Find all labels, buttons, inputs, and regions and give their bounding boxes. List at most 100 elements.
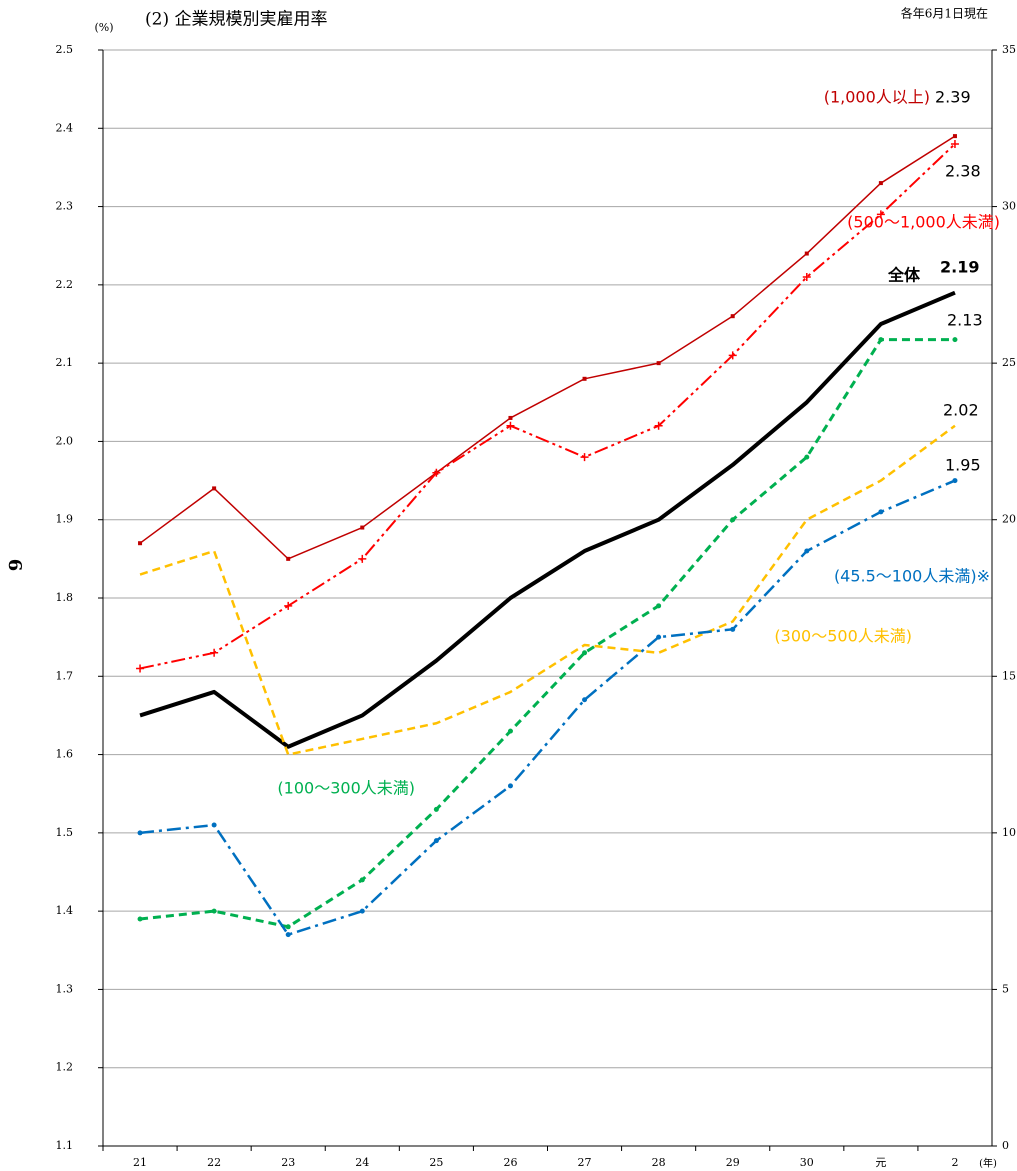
- marker: [284, 601, 293, 610]
- y-tick-label: 2.4: [56, 121, 74, 134]
- marker: [878, 181, 883, 186]
- series-line: [139, 143, 956, 670]
- y-tick-label: 2.3: [56, 200, 74, 213]
- y2-tick-label: 30: [1002, 200, 1016, 213]
- marker: [582, 376, 587, 381]
- series-line: [139, 290, 956, 749]
- y-tick-label: 1.5: [56, 826, 74, 839]
- y-tick-label: 1.4: [56, 904, 74, 917]
- marker: [359, 877, 365, 883]
- y2-tick-label: 25: [1002, 356, 1016, 369]
- y-tick-label: 1.6: [56, 748, 74, 761]
- marker: [730, 314, 735, 319]
- marker: [878, 337, 884, 343]
- marker: [582, 650, 588, 656]
- marker: [952, 478, 958, 484]
- page-number: 6: [4, 559, 25, 572]
- marker: [359, 908, 365, 914]
- marker: [211, 822, 217, 828]
- x-tick-label: 23: [281, 1156, 295, 1169]
- series-label: (45.5～100人未満)※: [834, 567, 990, 586]
- x-tick-label: 30: [800, 1156, 814, 1169]
- marker: [952, 134, 957, 139]
- marker: [804, 548, 810, 554]
- y-tick-label: 1.8: [56, 591, 74, 604]
- marker: [433, 838, 439, 844]
- marker: [507, 783, 513, 789]
- y-tick-label: 1.9: [56, 513, 74, 526]
- marker: [285, 924, 291, 930]
- y2-tick-label: 0: [1002, 1139, 1009, 1152]
- y-tick-label: 2.5: [56, 43, 74, 56]
- marker: [211, 908, 217, 914]
- y-tick-label: 1.2: [56, 1061, 74, 1074]
- marker: [432, 468, 441, 477]
- y-tick-label: 2.1: [56, 356, 74, 369]
- marker: [656, 603, 662, 609]
- value-label: 2.19: [940, 258, 979, 277]
- marker: [285, 932, 291, 938]
- series-line: [139, 338, 955, 929]
- y-tick-label: 1.3: [56, 982, 74, 995]
- y-tick-label: 1.7: [56, 669, 74, 682]
- series-line: [139, 135, 956, 560]
- marker: [656, 361, 661, 366]
- marker: [360, 525, 365, 530]
- y2-tick-label: 35: [1002, 43, 1016, 56]
- marker: [506, 421, 515, 430]
- x-tick-label: 28: [652, 1156, 666, 1169]
- series-line: [139, 424, 956, 756]
- x-tick-label: 2: [951, 1156, 958, 1169]
- x-tick-label: 25: [429, 1156, 443, 1169]
- marker: [656, 634, 662, 640]
- y-axis-unit: (%): [94, 21, 113, 34]
- x-tick-label: 21: [133, 1156, 147, 1169]
- marker: [728, 351, 737, 360]
- y2-tick-label: 10: [1002, 826, 1016, 839]
- marker: [137, 830, 143, 836]
- x-tick-label: 24: [355, 1156, 369, 1169]
- y-tick-label: 2.0: [56, 434, 74, 447]
- marker: [654, 421, 663, 430]
- marker: [508, 415, 513, 420]
- series-label: (500～1,000人未満): [847, 213, 1000, 232]
- x-tick-label: 26: [503, 1156, 517, 1169]
- marker: [804, 251, 809, 256]
- value-label: 2.02: [943, 401, 979, 420]
- marker: [507, 728, 513, 734]
- marker: [730, 517, 736, 523]
- marker: [878, 509, 884, 515]
- marker: [950, 139, 959, 148]
- series-label: (100～300人未満): [277, 779, 415, 798]
- marker: [138, 541, 143, 546]
- marker: [804, 454, 810, 460]
- y-tick-label: 2.2: [56, 278, 74, 291]
- marker: [212, 486, 217, 491]
- marker: [802, 273, 811, 282]
- marker: [730, 626, 736, 632]
- x-tick-label: 22: [207, 1156, 221, 1169]
- marker: [582, 697, 588, 703]
- series-label: (300～500人未満): [774, 627, 912, 646]
- marker: [358, 554, 367, 563]
- series-label: 全体: [887, 266, 921, 285]
- marker: [952, 337, 958, 343]
- marker: [136, 664, 145, 673]
- y2-tick-label: 20: [1002, 513, 1016, 526]
- series-line: [139, 479, 956, 936]
- x-tick-label: 元: [875, 1156, 886, 1169]
- x-axis-unit: (年): [979, 1157, 997, 1170]
- y2-tick-label: 5: [1002, 982, 1009, 995]
- value-label: 2.13: [947, 311, 983, 330]
- marker: [137, 916, 143, 922]
- chart-title: (2) 企業規模別実雇用率: [145, 10, 327, 30]
- marker: [433, 806, 439, 812]
- chart-subtitle: 各年6月1日現在: [901, 6, 988, 21]
- marker: [210, 648, 219, 657]
- value-label: 2.39: [935, 88, 971, 107]
- x-tick-label: 27: [578, 1156, 592, 1169]
- series-label: (1,000人以上): [824, 88, 930, 107]
- value-label: 2.38: [945, 162, 981, 181]
- x-tick-label: 29: [726, 1156, 740, 1169]
